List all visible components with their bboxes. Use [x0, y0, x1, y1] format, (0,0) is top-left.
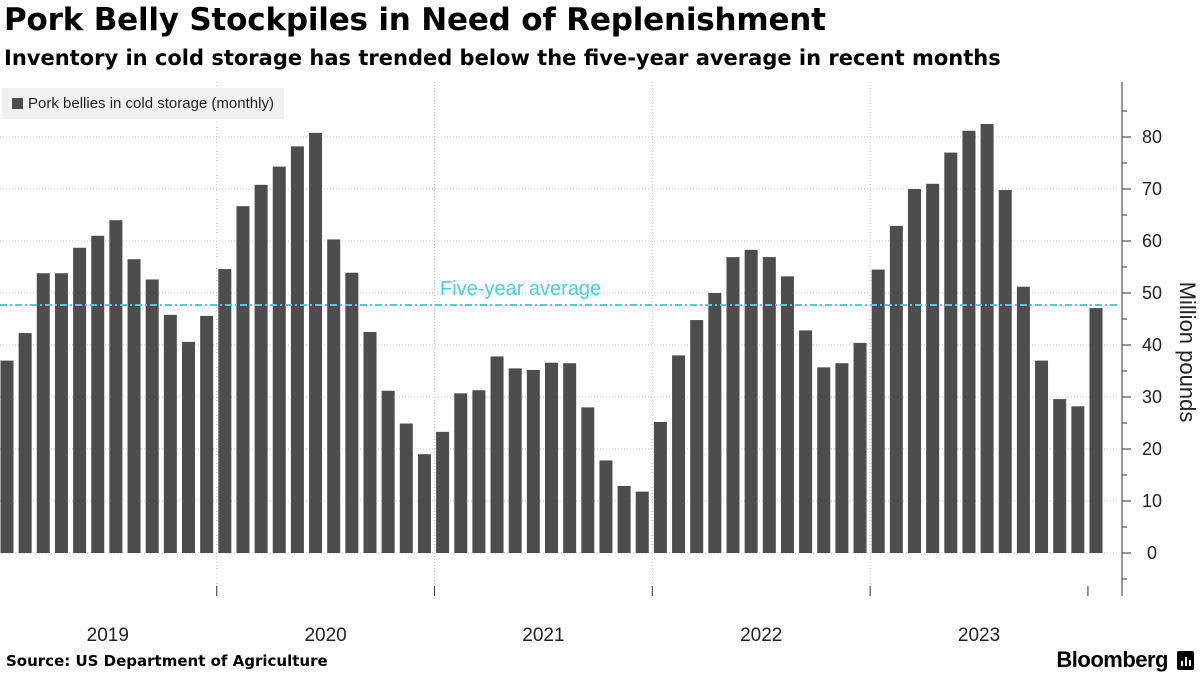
bar-26 — [472, 390, 486, 553]
bar-42 — [762, 257, 776, 553]
bar-20 — [363, 332, 377, 553]
y-tick-label-50: 50 — [1142, 283, 1162, 303]
bar-29 — [526, 369, 540, 553]
bar-27 — [490, 356, 504, 553]
bar-23 — [417, 454, 431, 553]
y-tick-label-70: 70 — [1142, 179, 1162, 199]
bar-3 — [54, 273, 68, 553]
x-year-label-2019: 2019 — [87, 625, 129, 645]
bar-11 — [200, 315, 214, 553]
five-year-average-label: Five-year average — [440, 278, 601, 300]
x-year-label-2023: 2023 — [958, 625, 1000, 645]
bar-54 — [980, 124, 994, 553]
bar-38 — [690, 320, 704, 553]
bar-series — [0, 124, 1103, 554]
chart-title: Pork Belly Stockpiles in Need of Repleni… — [4, 2, 826, 38]
bar-0 — [0, 360, 14, 553]
bar-57 — [1035, 360, 1049, 553]
bloomberg-logo: Bloomberg — [1056, 647, 1168, 672]
bar-58 — [1053, 399, 1067, 553]
bar-24 — [436, 431, 450, 553]
bar-28 — [508, 368, 522, 553]
bar-18 — [327, 239, 341, 553]
bar-16 — [290, 146, 304, 554]
bar-44 — [799, 330, 813, 553]
bar-15 — [272, 166, 286, 553]
bar-60 — [1089, 308, 1103, 553]
bar-50 — [908, 189, 921, 553]
y-axis: 0 10 20 30 40 50 60 70 80 — [1121, 82, 1162, 596]
bar-21 — [381, 390, 395, 553]
bar-53 — [962, 130, 976, 553]
bar-30 — [545, 362, 558, 553]
bar-2 — [36, 273, 50, 553]
bar-51 — [926, 183, 940, 554]
bar-48 — [871, 269, 885, 553]
chart: Five-year average 0 10 20 30 40 50 60 70 80 2019… — [0, 82, 1200, 645]
bar-35 — [635, 491, 649, 553]
source-note: Source: US Department of Agriculture — [6, 652, 328, 670]
bar-12 — [218, 269, 232, 553]
bar-40 — [726, 257, 740, 553]
y-axis-title: Million pounds — [1175, 282, 1200, 423]
bar-56 — [1016, 286, 1030, 553]
bar-8 — [145, 279, 159, 553]
bar-39 — [708, 293, 722, 553]
bar-52 — [944, 152, 958, 553]
y-tick-label-80: 80 — [1142, 127, 1162, 147]
average-line-group: Five-year average — [0, 278, 1117, 306]
chart-subtitle: Inventory in cold storage has trended be… — [4, 46, 1001, 70]
bloomberg-bars-icon — [1177, 651, 1194, 670]
bar-41 — [744, 249, 758, 553]
legend-label: Pork bellies in cold storage (monthly) — [28, 95, 274, 112]
y-tick-label-20: 20 — [1142, 439, 1162, 459]
bar-17 — [309, 132, 323, 553]
bar-33 — [599, 460, 613, 553]
x-year-label-2020: 2020 — [304, 625, 346, 645]
bar-10 — [182, 341, 195, 553]
bar-5 — [91, 235, 105, 554]
bar-31 — [563, 363, 577, 553]
bar-36 — [653, 421, 667, 553]
bar-7 — [127, 259, 141, 553]
legend-swatch — [12, 98, 23, 109]
bar-46 — [835, 363, 849, 553]
bar-1 — [18, 333, 32, 553]
bar-34 — [617, 485, 631, 553]
bar-37 — [672, 355, 686, 553]
bar-32 — [581, 407, 595, 553]
bar-47 — [853, 342, 867, 553]
bar-13 — [236, 206, 250, 553]
y-tick-label-40: 40 — [1142, 335, 1162, 355]
bar-4 — [73, 247, 87, 553]
x-axis-year-labels: 2019 2020 2021 2022 2023 — [87, 586, 1089, 645]
bar-14 — [254, 184, 268, 553]
bar-49 — [889, 225, 903, 554]
bar-19 — [345, 272, 359, 553]
bar-22 — [399, 423, 413, 553]
x-year-label-2021: 2021 — [522, 625, 564, 645]
bar-45 — [817, 367, 831, 553]
legend: Pork bellies in cold storage (monthly) — [2, 88, 284, 119]
bar-9 — [163, 314, 177, 553]
bar-25 — [454, 393, 468, 553]
x-year-label-2022: 2022 — [740, 625, 782, 645]
bar-43 — [780, 276, 794, 553]
bar-6 — [109, 220, 123, 553]
y-tick-label-0: 0 — [1147, 543, 1157, 563]
bar-55 — [998, 190, 1012, 554]
y-tick-label-60: 60 — [1142, 231, 1162, 251]
y-tick-label-10: 10 — [1142, 491, 1162, 511]
y-tick-label-30: 30 — [1142, 387, 1162, 407]
bar-59 — [1071, 406, 1085, 553]
